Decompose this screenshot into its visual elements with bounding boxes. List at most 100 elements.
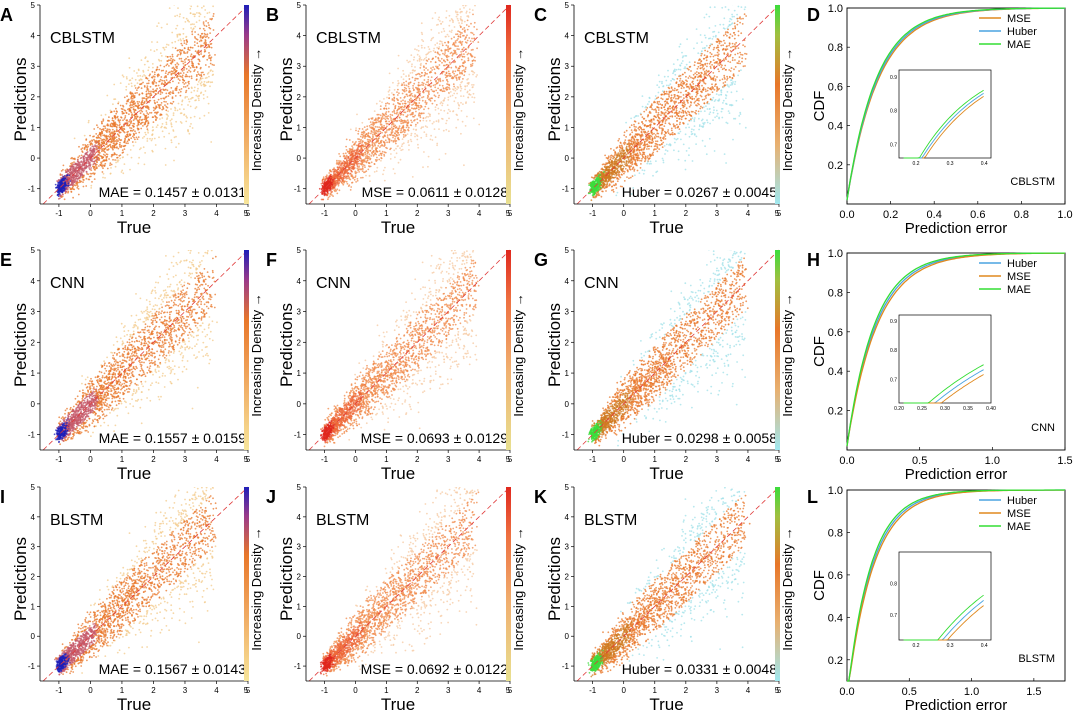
scatter-point	[198, 19, 201, 22]
scatter-point	[74, 167, 76, 169]
scatter-point	[148, 66, 150, 69]
scatter-point	[399, 147, 401, 150]
scatter-point	[176, 85, 179, 88]
scatter-point	[87, 178, 90, 181]
scatter-point	[180, 103, 183, 106]
scatter-point	[350, 156, 353, 159]
scatter-point	[393, 99, 395, 101]
scatter-point	[402, 125, 404, 128]
scatter-point	[445, 63, 448, 66]
scatter-point	[425, 133, 428, 136]
scatter-point	[166, 89, 169, 92]
scatter-point	[185, 68, 188, 70]
scatter-point	[198, 53, 201, 56]
scatter-point	[463, 34, 465, 37]
scatter-point	[85, 171, 88, 174]
scatter-point	[56, 186, 59, 189]
scatter-point	[690, 76, 692, 79]
scatter-point	[146, 85, 149, 87]
scatter-point	[364, 153, 367, 156]
scatter-point	[384, 132, 387, 134]
scatter-point	[151, 90, 154, 93]
scatter-point	[422, 65, 425, 68]
scatter-point	[403, 111, 405, 114]
scatter-point	[199, 82, 202, 85]
scatter-point	[459, 8, 461, 11]
scatter-point	[413, 95, 416, 98]
scatter-point	[368, 136, 370, 138]
scatter-point	[453, 75, 456, 78]
scatter-point	[463, 164, 465, 167]
scatter-point	[147, 131, 150, 134]
scatter-point	[59, 173, 62, 176]
scatter-point	[113, 146, 116, 149]
scatter-point	[88, 168, 91, 171]
scatter-point	[416, 53, 419, 56]
scatter-point	[407, 101, 409, 103]
scatter-point	[134, 116, 136, 118]
scatter-point	[393, 110, 396, 113]
scatter-point	[460, 44, 463, 46]
scatter-point	[448, 30, 451, 33]
scatter-point	[136, 89, 138, 91]
scatter-point	[97, 134, 99, 137]
scatter-point	[89, 172, 92, 175]
scatter-point	[178, 15, 181, 18]
scatter-point	[356, 147, 359, 150]
scatter-point	[433, 68, 436, 71]
scatter-point	[171, 41, 174, 44]
scatter-point	[448, 66, 450, 69]
scatter-point	[427, 81, 430, 83]
scatter-point	[371, 118, 373, 120]
scatter-point	[113, 110, 116, 113]
scatter-point	[160, 97, 163, 100]
scatter-point	[383, 107, 386, 110]
scatter-point	[96, 167, 98, 170]
scatter-point	[470, 31, 472, 34]
scatter-point	[102, 172, 105, 175]
scatter-point	[401, 143, 404, 146]
scatter-point	[114, 117, 117, 120]
scatter-point	[190, 123, 192, 125]
scatter-point	[438, 59, 440, 62]
scatter-point	[165, 101, 167, 103]
scatter-point	[178, 79, 181, 82]
scatter-point	[320, 182, 323, 185]
scatter-point	[459, 40, 462, 43]
scatter-point	[347, 150, 349, 153]
scatter-point	[392, 103, 395, 106]
scatter-point	[113, 143, 116, 145]
scatter-point	[425, 115, 428, 118]
scatter-point	[388, 139, 391, 141]
scatter-point	[441, 44, 444, 47]
scatter-point	[169, 119, 172, 122]
scatter-point	[166, 118, 168, 121]
scatter-point	[152, 66, 154, 69]
scatter-point	[109, 132, 112, 135]
scatter-point	[459, 89, 462, 92]
scatter-point	[195, 106, 198, 108]
scatter-point	[110, 141, 113, 144]
scatter-point	[708, 113, 711, 115]
scatter-point	[188, 49, 191, 51]
scatter-point	[205, 20, 208, 22]
scatter-point	[431, 37, 433, 40]
scatter-point	[337, 184, 340, 187]
scatter-point	[182, 78, 184, 80]
scatter-point	[193, 86, 196, 89]
scatter-point	[450, 66, 453, 69]
scatter-point	[424, 71, 427, 74]
scatter-point	[430, 134, 432, 137]
scatter-point	[196, 42, 199, 45]
scatter-point	[401, 138, 404, 141]
scatter-point	[366, 128, 369, 131]
scatter-point	[80, 148, 83, 151]
scatter-point	[160, 55, 163, 57]
scatter-point	[359, 135, 362, 138]
scatter-point	[100, 114, 103, 117]
scatter-point	[439, 20, 441, 22]
scatter-point	[99, 137, 102, 140]
scatter-point	[69, 175, 72, 178]
scatter-point	[383, 117, 385, 120]
scatter-point	[112, 144, 114, 147]
